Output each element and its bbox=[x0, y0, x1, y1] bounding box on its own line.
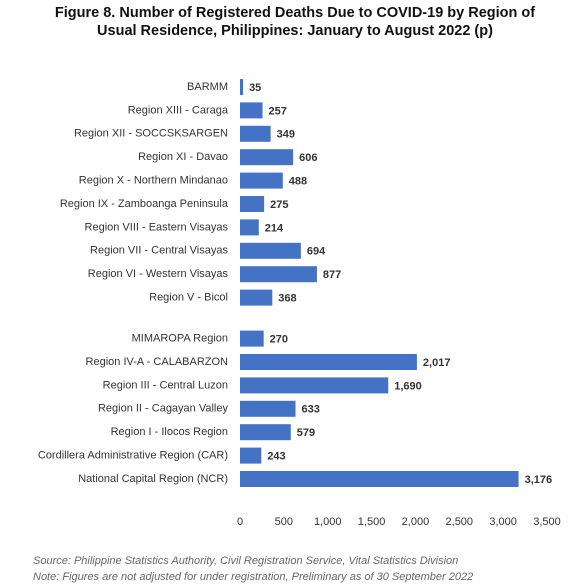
category-label: MIMAROPA Region bbox=[132, 333, 228, 345]
bar bbox=[240, 196, 265, 212]
x-tick-label: 3,500 bbox=[533, 516, 561, 528]
value-label: 3,176 bbox=[525, 474, 553, 486]
category-label: Region IV-A - CALABARZON bbox=[86, 356, 228, 368]
x-tick-label: 2,000 bbox=[402, 516, 430, 528]
x-tick-label: 2,500 bbox=[446, 516, 474, 528]
value-label: 606 bbox=[299, 152, 317, 164]
x-tick-label: 1,000 bbox=[314, 516, 342, 528]
category-label: Region XI - Davao bbox=[138, 151, 228, 163]
bar bbox=[240, 354, 417, 370]
category-label: Region II - Cagayan Valley bbox=[98, 403, 229, 415]
bar bbox=[240, 424, 291, 441]
bar bbox=[240, 149, 294, 166]
category-label: Region X - Northern Mindanao bbox=[79, 175, 228, 187]
value-label: 349 bbox=[277, 129, 295, 141]
category-label: Region VIII - Eastern Visayas bbox=[85, 221, 229, 233]
bar bbox=[240, 330, 264, 347]
category-label: Region VI - Western Visayas bbox=[88, 268, 229, 280]
category-label: National Capital Region (NCR) bbox=[78, 473, 228, 485]
category-label: Region XIII - Caraga bbox=[128, 104, 229, 116]
bar bbox=[240, 289, 273, 306]
value-label: 2,017 bbox=[423, 357, 451, 369]
chart-title: Figure 8. Number of Registered Deaths Du… bbox=[54, 5, 536, 39]
category-label: Cordillera Administrative Region (CAR) bbox=[38, 450, 228, 462]
source-note: Source: Philippine Statistics Authority,… bbox=[33, 555, 458, 567]
value-label: 579 bbox=[297, 427, 315, 439]
x-tick-label: 3,000 bbox=[489, 516, 517, 528]
category-label: Region V - Bicol bbox=[149, 292, 228, 304]
value-label: 243 bbox=[267, 451, 285, 463]
x-tick-label: 0 bbox=[237, 516, 243, 528]
value-label: 270 bbox=[270, 334, 288, 346]
bar bbox=[240, 266, 317, 283]
bar bbox=[240, 172, 283, 189]
bar bbox=[240, 400, 296, 417]
x-tick-label: 1,500 bbox=[358, 516, 386, 528]
value-label: 257 bbox=[269, 105, 287, 117]
value-label: 35 bbox=[249, 82, 261, 94]
bar bbox=[240, 242, 301, 259]
bar bbox=[240, 471, 519, 487]
bar bbox=[240, 79, 244, 95]
category-label: Region IX - Zamboanga Peninsula bbox=[60, 198, 229, 210]
x-tick-label: 500 bbox=[275, 516, 293, 528]
bar bbox=[240, 102, 263, 119]
bar bbox=[240, 377, 389, 394]
value-label: 368 bbox=[278, 293, 296, 305]
category-label: Region I - Ilocos Region bbox=[111, 426, 228, 438]
bar bbox=[240, 447, 262, 464]
bar bbox=[240, 219, 259, 236]
category-label: BARMM bbox=[187, 81, 228, 93]
category-label: Region III - Central Luzon bbox=[103, 379, 228, 391]
value-label: 214 bbox=[265, 222, 284, 234]
footnote: Note: Figures are not adjusted for under… bbox=[33, 571, 473, 583]
category-label: Region XII - SOCCSKSARGEN bbox=[74, 128, 228, 140]
value-label: 488 bbox=[289, 176, 307, 188]
value-label: 633 bbox=[302, 404, 320, 416]
bar bbox=[240, 125, 271, 142]
value-label: 275 bbox=[270, 199, 288, 211]
value-label: 1,690 bbox=[394, 380, 422, 392]
value-label: 694 bbox=[307, 246, 326, 258]
category-label: Region VII - Central Visayas bbox=[90, 245, 228, 257]
value-label: 877 bbox=[323, 269, 341, 281]
